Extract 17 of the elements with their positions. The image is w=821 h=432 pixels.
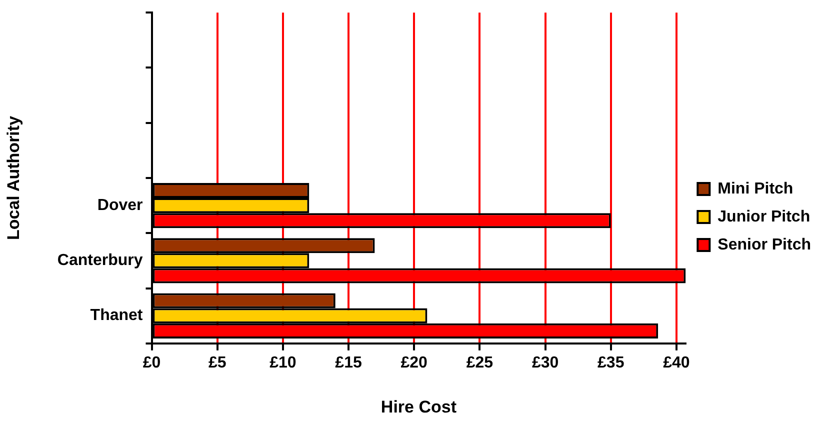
legend-label: Mini Pitch (718, 180, 794, 198)
x-tick-label: £20 (400, 354, 428, 372)
x-tick-label: £0 (142, 354, 161, 372)
x-axis-title: Hire Cost (380, 397, 457, 416)
y-tick-label: Thanet (90, 307, 144, 324)
x-tick-label: £40 (663, 354, 690, 372)
x-tick-label: £15 (335, 354, 362, 372)
x-tick-label: £25 (466, 354, 494, 372)
x-tick-label: £35 (598, 354, 624, 372)
y-axis-title: Local Authority (4, 115, 23, 240)
legend-label: Senior Pitch (718, 236, 812, 254)
y-tick-label: Canterbury (57, 252, 143, 270)
x-tick-label: £5 (208, 354, 226, 372)
x-tick-label: £30 (532, 354, 559, 372)
y-tick-label: Dover (97, 196, 143, 214)
legend-label: Junior Pitch (718, 208, 810, 226)
x-tick-label: £10 (270, 354, 296, 372)
